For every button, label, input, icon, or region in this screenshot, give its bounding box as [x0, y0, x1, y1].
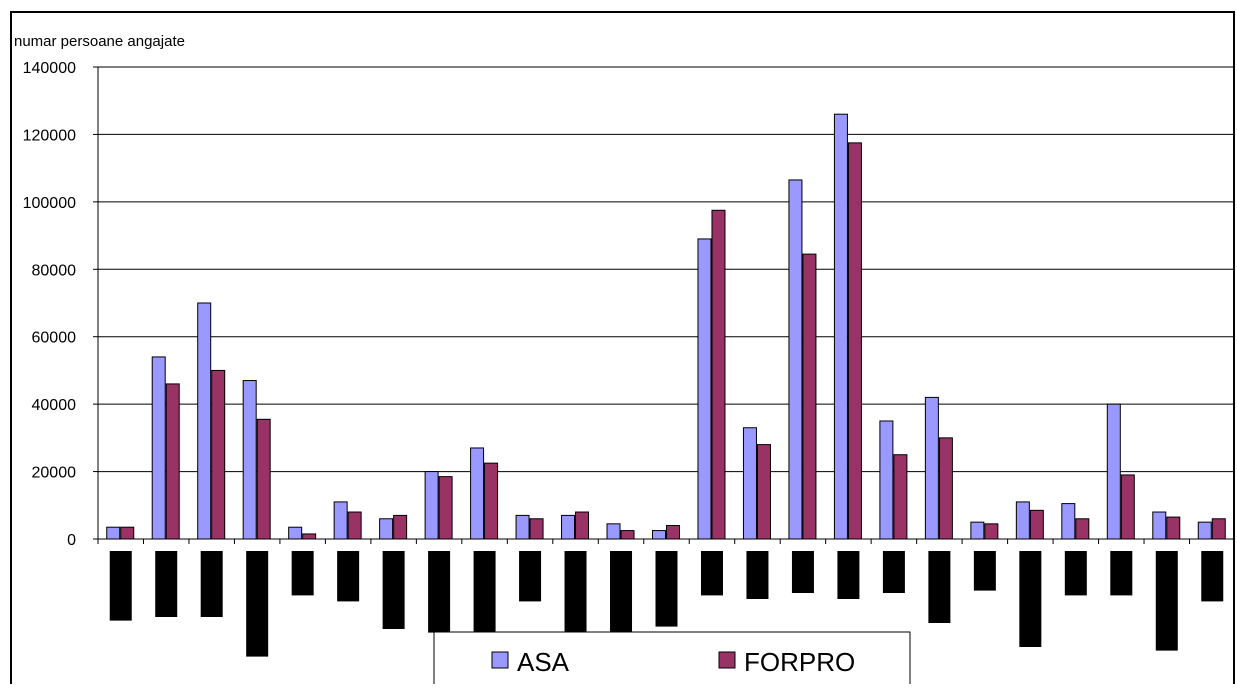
category-label-redaction: [928, 551, 951, 623]
category-label-redaction: [1019, 551, 1042, 647]
bar-forpro: [666, 525, 680, 540]
bar-forpro: [211, 369, 226, 540]
category-label-redaction: [382, 551, 405, 629]
category-label-redaction: [973, 551, 996, 591]
y-tick-label: 140000: [23, 60, 76, 77]
bar-asa: [652, 530, 666, 540]
legend: ASA FORPRO: [433, 631, 911, 689]
category-label-redaction: [155, 551, 178, 617]
bar-forpro: [120, 526, 135, 540]
bar-asa: [379, 518, 394, 540]
category-label-redaction: [1110, 551, 1133, 596]
category-label-redaction: [655, 551, 678, 627]
category-label-redaction: [109, 551, 132, 621]
category-label-redaction: [1155, 551, 1178, 651]
category-label-redaction: [610, 551, 633, 633]
bar-asa: [1015, 501, 1030, 540]
bar-forpro: [711, 209, 726, 540]
category-label-redaction: [246, 551, 269, 657]
legend-swatch-asa: [491, 651, 509, 669]
bar-forpro: [802, 253, 817, 540]
y-tick-label: 40000: [32, 397, 77, 414]
bar-forpro: [620, 530, 635, 540]
bar-asa: [470, 447, 485, 540]
bar-asa: [1152, 511, 1167, 540]
category-label-redaction: [428, 551, 451, 633]
bar-asa: [833, 113, 848, 540]
bar-forpro: [847, 142, 862, 540]
bar-asa: [697, 238, 712, 540]
bar-forpro: [575, 511, 590, 540]
bar-forpro: [893, 454, 908, 540]
bar-asa: [970, 521, 985, 540]
bar-asa: [788, 179, 803, 540]
legend-box: [433, 631, 911, 689]
bar-forpro: [393, 514, 408, 540]
legend-swatch-forpro: [718, 651, 736, 669]
y-tick-label: 20000: [32, 465, 77, 482]
bar-asa: [742, 427, 757, 540]
bar-forpro: [529, 518, 544, 540]
y-tick-label: 100000: [23, 195, 76, 212]
category-label-redaction: [473, 551, 496, 633]
bar-forpro: [1211, 518, 1226, 540]
category-label-redaction: [337, 551, 360, 602]
bar-asa: [288, 526, 303, 540]
category-label-redaction: [700, 551, 723, 596]
bar-forpro: [938, 437, 953, 540]
bar-forpro: [1120, 474, 1135, 540]
legend-label-asa: ASA: [517, 647, 570, 677]
category-label-redaction: [837, 551, 860, 599]
bar-asa: [424, 471, 439, 540]
y-axis-ticks: 0 20000 40000 60000 80000 100000 120000 140000: [23, 60, 1235, 549]
y-tick-label: 60000: [32, 330, 77, 347]
category-label-redaction: [1201, 551, 1224, 602]
bar-forpro: [165, 383, 180, 540]
bars: [106, 113, 1226, 540]
bar-asa: [1197, 521, 1212, 540]
category-label-redaction: [1064, 551, 1087, 596]
category-label-redaction: [746, 551, 769, 599]
category-label-redaction: [519, 551, 542, 602]
bar-asa: [151, 356, 166, 540]
category-label-redaction: [882, 551, 905, 593]
category-label-redaction: [200, 551, 223, 617]
bar-asa: [1106, 403, 1121, 540]
bar-forpro: [1075, 518, 1090, 540]
y-tick-label: 120000: [23, 127, 76, 144]
category-label-redaction: [564, 551, 587, 639]
bar-forpro: [1029, 509, 1044, 540]
bar-forpro: [256, 418, 271, 540]
bar-asa: [106, 526, 121, 540]
legend-label-forpro: FORPRO: [744, 647, 855, 677]
bar-forpro: [438, 476, 453, 540]
category-labels-redacted: [109, 551, 1224, 657]
bar-asa: [606, 523, 621, 540]
category-label-redaction: [791, 551, 814, 593]
bar-forpro: [484, 462, 499, 540]
bar-asa: [879, 420, 894, 540]
bar-forpro: [302, 533, 317, 540]
bar-asa: [197, 302, 212, 540]
bar-forpro: [347, 511, 362, 540]
bar-asa: [1061, 503, 1076, 540]
bar-asa: [333, 501, 348, 540]
bar-asa: [561, 514, 576, 540]
bar-asa: [242, 380, 257, 540]
y-tick-label: 80000: [32, 262, 77, 279]
y-axis-label: numar persoane angajate: [14, 33, 185, 50]
bar-forpro: [984, 523, 999, 540]
y-tick-label: 0: [67, 532, 76, 549]
category-label-redaction: [291, 551, 314, 596]
bar-asa: [924, 396, 939, 540]
bar-asa: [515, 514, 530, 540]
bar-forpro: [1166, 516, 1181, 540]
bar-forpro: [756, 444, 771, 540]
